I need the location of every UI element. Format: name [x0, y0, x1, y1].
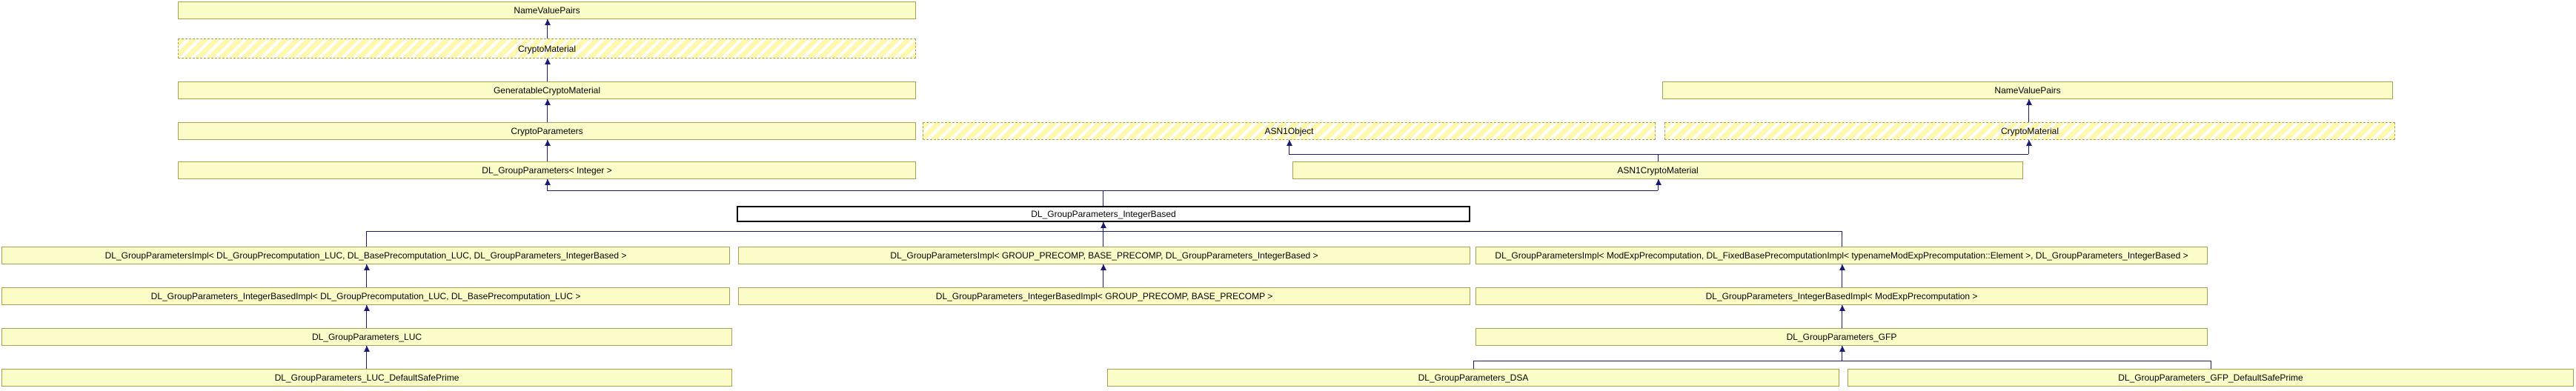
inheritance-arrowhead [1100, 222, 1106, 228]
class-label: DL_GroupParameters_LUC [311, 332, 422, 342]
class-label: DL_GroupParameters_IntegerBased [1031, 209, 1176, 219]
class-label: DL_GroupParameters< Integer > [482, 165, 612, 176]
inheritance-edge-segment [366, 346, 367, 369]
inheritance-arrowhead [1100, 264, 1106, 270]
class-label: CryptoMaterial [517, 43, 577, 54]
inheritance-edge-segment [2028, 140, 2029, 154]
inheritance-arrowhead [2025, 99, 2032, 105]
class-node-dl-groupparameters-gfp-defaultsafeprime[interactable]: DL_GroupParameters_GFP_DefaultSafePrime [1848, 369, 2574, 387]
class-node-impl-modexp[interactable]: DL_GroupParametersImpl< ModExpPrecomputa… [1475, 247, 2208, 264]
class-label: CryptoMaterial [2000, 126, 2059, 136]
class-node-dl-groupparameters-luc-defaultsafeprime[interactable]: DL_GroupParameters_LUC_DefaultSafePrime [1, 369, 732, 387]
class-node-dl-groupparameters-gfp[interactable]: DL_GroupParameters_GFP [1475, 328, 2208, 346]
class-label: ASN1Object [1264, 126, 1314, 136]
inheritance-arrowhead [363, 346, 370, 352]
inheritance-edge-segment [1473, 361, 1474, 369]
class-node-impl-luc[interactable]: DL_GroupParametersImpl< DL_GroupPrecompu… [1, 247, 730, 264]
inheritance-arrowhead [544, 140, 551, 146]
class-node-dl-groupparameters-integer[interactable]: DL_GroupParameters< Integer > [178, 161, 916, 179]
class-label: DL_GroupParameters_GFP [1786, 332, 1897, 342]
class-node-ibimpl-luc[interactable]: DL_GroupParameters_IntegerBasedImpl< DL_… [1, 287, 730, 305]
class-label: DL_GroupParameters_IntegerBasedImpl< GRO… [935, 291, 1273, 301]
inheritance-edge-segment [366, 231, 1103, 232]
inheritance-arrowhead [1839, 346, 1845, 352]
class-label: GeneratableCryptoMaterial [493, 85, 601, 96]
class-node-ibimpl-generic[interactable]: DL_GroupParameters_IntegerBasedImpl< GRO… [738, 287, 1470, 305]
inheritance-arrowhead [1839, 264, 1845, 270]
inheritance-arrowhead [2025, 140, 2032, 146]
class-node-cryptoparameters[interactable]: CryptoParameters [178, 122, 916, 140]
inheritance-arrowhead [1839, 305, 1845, 311]
inheritance-edge-segment [547, 140, 548, 161]
class-label: DL_GroupParameters_DSA [1418, 372, 1529, 383]
class-node-ibimpl-modexp[interactable]: DL_GroupParameters_IntegerBasedImpl< Mod… [1475, 287, 2208, 305]
class-node-asn1cryptomaterial[interactable]: ASN1CryptoMaterial [1292, 161, 2023, 179]
class-label: DL_GroupParameters_LUC_DefaultSafePrime [274, 372, 459, 383]
class-node-namevaluepairs-right[interactable]: NameValuePairs [1662, 81, 2393, 99]
class-node-generatablecryptomaterial[interactable]: GeneratableCryptoMaterial [178, 81, 916, 99]
inheritance-edge-segment [547, 99, 548, 122]
class-label: NameValuePairs [514, 5, 580, 16]
inheritance-edge-segment [366, 231, 367, 247]
inheritance-edge-segment [547, 19, 548, 39]
inheritance-arrowhead [544, 59, 551, 64]
inheritance-arrowhead [1286, 140, 1292, 146]
class-label: DL_GroupParametersImpl< DL_GroupPrecompu… [104, 250, 627, 261]
class-node-dl-groupparameters-integerbased[interactable]: DL_GroupParameters_IntegerBased [737, 206, 1470, 222]
inheritance-edge-segment [366, 305, 367, 328]
class-node-asn1object[interactable]: ASN1Object [923, 122, 1656, 140]
inheritance-edge-segment [1658, 154, 2028, 155]
inheritance-edge-segment [1103, 231, 1842, 232]
class-node-dl-groupparameters-dsa[interactable]: DL_GroupParameters_DSA [1107, 369, 1839, 387]
class-label: DL_GroupParameters_IntegerBasedImpl< Mod… [1705, 291, 1978, 301]
class-label: DL_GroupParameters_GFP_DefaultSafePrime [2118, 372, 2303, 383]
class-label: DL_GroupParameters_IntegerBasedImpl< DL_… [150, 291, 581, 301]
inheritance-arrowhead [544, 19, 551, 25]
class-label: CryptoParameters [511, 126, 583, 136]
class-label: NameValuePairs [1994, 85, 2061, 96]
inheritance-arrowhead [363, 305, 370, 311]
class-label: ASN1CryptoMaterial [1617, 165, 1699, 176]
inheritance-edge-segment [1658, 154, 1659, 161]
class-node-namevaluepairs-left[interactable]: NameValuePairs [178, 1, 916, 19]
inheritance-edge-segment [547, 59, 548, 81]
inheritance-edge-segment [1103, 190, 1658, 191]
inheritance-edge-segment [366, 264, 367, 287]
class-node-impl-generic[interactable]: DL_GroupParametersImpl< GROUP_PRECOMP, B… [738, 247, 1470, 264]
inheritance-arrowhead [1655, 179, 1662, 185]
class-node-cryptomaterial-right[interactable]: CryptoMaterial [1664, 122, 2395, 140]
inheritance-arrowhead [544, 99, 551, 105]
inheritance-edge-segment [2028, 99, 2029, 122]
inheritance-edge-segment [1289, 154, 1658, 155]
inheritance-arrowhead [363, 264, 370, 270]
class-label: DL_GroupParametersImpl< ModExpPrecomputa… [1495, 250, 2188, 261]
inheritance-arrowhead [544, 179, 551, 185]
class-node-cryptomaterial-left[interactable]: CryptoMaterial [178, 39, 916, 59]
class-node-dl-groupparameters-luc[interactable]: DL_GroupParameters_LUC [1, 328, 732, 346]
inheritance-edge-segment [547, 190, 1103, 191]
class-label: DL_GroupParametersImpl< GROUP_PRECOMP, B… [890, 250, 1318, 261]
